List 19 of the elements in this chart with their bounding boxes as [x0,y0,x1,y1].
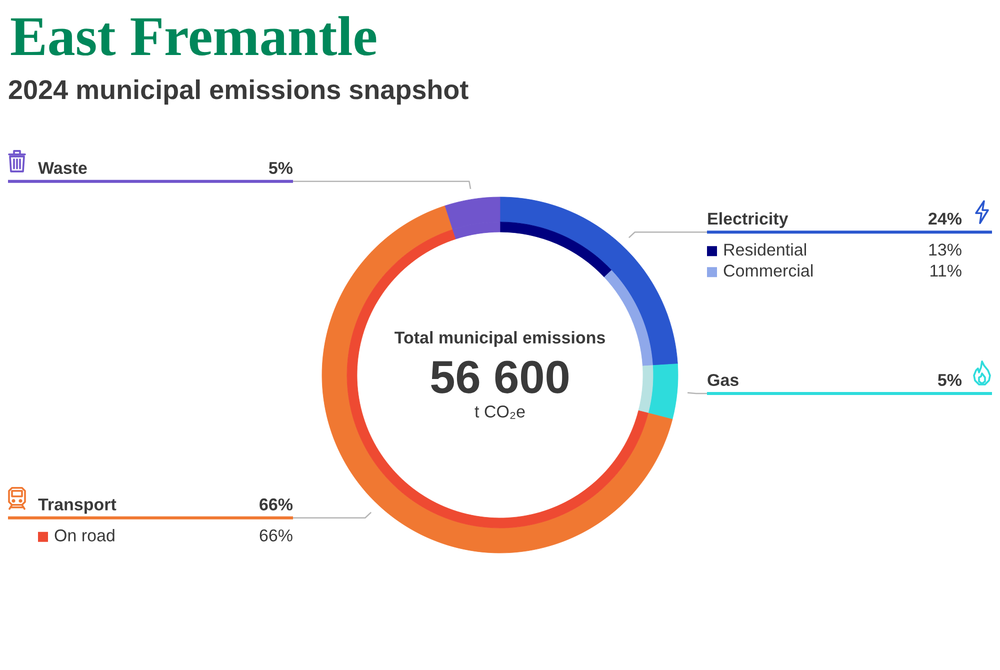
data-label: 5% [268,162,293,174]
data-label: 5% [938,374,962,386]
text: 56 600 [431,360,568,394]
data-label: 66% [260,498,293,510]
legend-label: Residential [724,243,806,256]
slice-label: Electricity [708,212,788,228]
legend-label: Waste [38,162,87,174]
data-label: 13% [929,244,962,256]
legend-label: Commercial [724,264,813,277]
text: Total municipal emissions [394,331,605,347]
chart-subtitle: 2024 municipal emissions snapshot [8,79,468,105]
data-label: 11% [930,264,962,277]
data-label: 66% [260,529,292,542]
legend-label: On road [54,528,114,542]
chart-title: East Fremantle [10,16,376,56]
legend-label: Transport [38,498,116,514]
text: t CO₂e [474,406,525,419]
slice-label: Gas [708,374,738,386]
data-label: 24% [928,212,962,225]
